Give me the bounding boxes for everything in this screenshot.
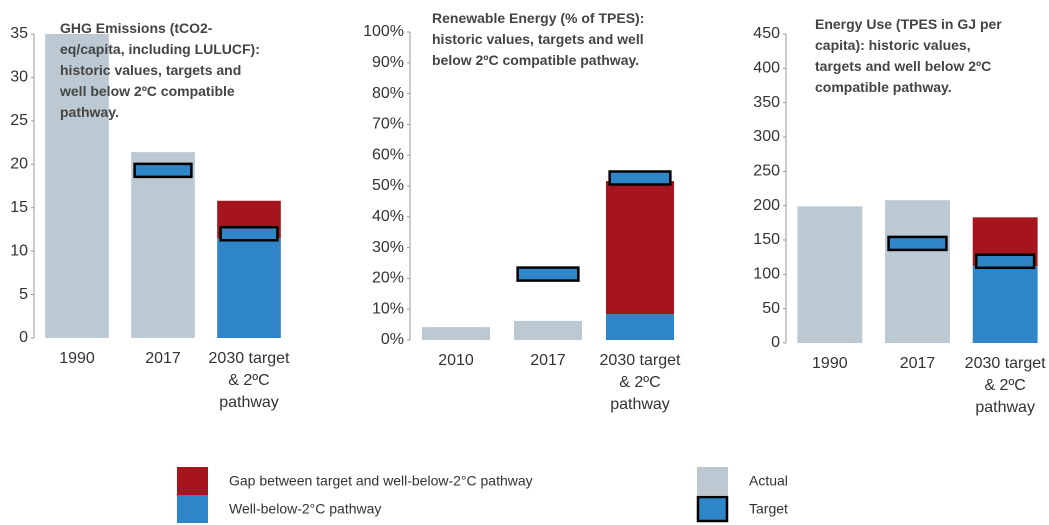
y-tick-label: 0	[771, 334, 780, 351]
y-tick-label: 200	[753, 197, 780, 214]
y-tick-label: 30%	[372, 239, 404, 256]
legend-label: Target	[749, 501, 788, 517]
legend-label: Actual	[749, 473, 788, 489]
bar	[605, 181, 675, 315]
x-tick-label: 1990	[812, 355, 848, 372]
x-tick-label: 2030 target & 2ºC pathway	[208, 350, 290, 411]
bar	[605, 314, 675, 340]
bar	[972, 266, 1038, 343]
chart-title: Energy Use (TPES in GJ per capita): hist…	[815, 16, 1002, 95]
bar	[885, 200, 950, 343]
target-marker	[974, 253, 1036, 270]
y-tick-label: 50	[762, 300, 780, 317]
y-tick-label: 40%	[372, 208, 404, 225]
legend-swatch	[697, 467, 728, 495]
x-tick-label: 2030 target & 2ºC pathway	[964, 355, 1046, 416]
y-tick-label: 35	[10, 25, 28, 42]
target-marker	[887, 235, 948, 252]
y-tick-label: 0	[19, 329, 28, 346]
target-marker	[516, 266, 580, 282]
y-tick-label: 10	[10, 242, 28, 259]
chart-title: GHG Emissions (tCO2-eq/capita, including…	[60, 20, 260, 120]
y-tick-label: 150	[753, 231, 780, 248]
y-tick-label: 450	[753, 25, 780, 42]
bar	[513, 320, 583, 340]
legend-label: Well-below-2°C pathway	[229, 501, 381, 517]
y-tick-label: 300	[753, 128, 780, 145]
bar	[421, 327, 491, 340]
y-tick-label: 20	[10, 156, 28, 173]
target-marker	[608, 170, 672, 186]
y-tick-label: 10%	[372, 300, 404, 317]
bar	[797, 206, 863, 343]
y-tick-label: 25	[10, 112, 28, 129]
legend-swatch	[177, 467, 208, 495]
x-tick-label: 2017	[899, 355, 936, 372]
bar	[217, 238, 281, 338]
y-tick-label: 20%	[372, 270, 404, 287]
y-tick-label: 80%	[372, 85, 404, 102]
legend-swatch	[696, 495, 729, 523]
y-tick-label: 350	[753, 94, 780, 111]
y-tick-label: 70%	[372, 116, 404, 133]
y-tick-label: 15	[10, 199, 28, 216]
bar	[131, 152, 195, 338]
y-tick-label: 0%	[381, 331, 404, 348]
y-tick-label: 100%	[363, 23, 404, 40]
x-tick-label: 1990	[59, 350, 95, 367]
legend-label: Gap between target and well-below-2°C pa…	[229, 473, 533, 489]
y-tick-label: 30	[10, 69, 28, 86]
x-tick-label: 2017	[145, 350, 181, 367]
chart-title: Renewable Energy (% of TPES): historic v…	[432, 10, 645, 68]
x-tick-label: 2017	[530, 352, 566, 369]
target-marker	[133, 162, 193, 179]
bar	[45, 34, 109, 338]
y-tick-label: 5	[19, 286, 28, 303]
target-marker	[219, 226, 279, 242]
legend-swatch	[177, 495, 208, 523]
x-tick-label: 2030 target & 2ºC pathway	[599, 352, 681, 413]
y-tick-label: 50%	[372, 177, 404, 194]
y-tick-label: 250	[753, 163, 780, 180]
y-tick-label: 60%	[372, 146, 404, 163]
x-tick-label: 2010	[438, 352, 474, 369]
y-tick-label: 400	[753, 60, 780, 77]
y-tick-label: 100	[753, 266, 780, 283]
y-tick-label: 90%	[372, 54, 404, 71]
